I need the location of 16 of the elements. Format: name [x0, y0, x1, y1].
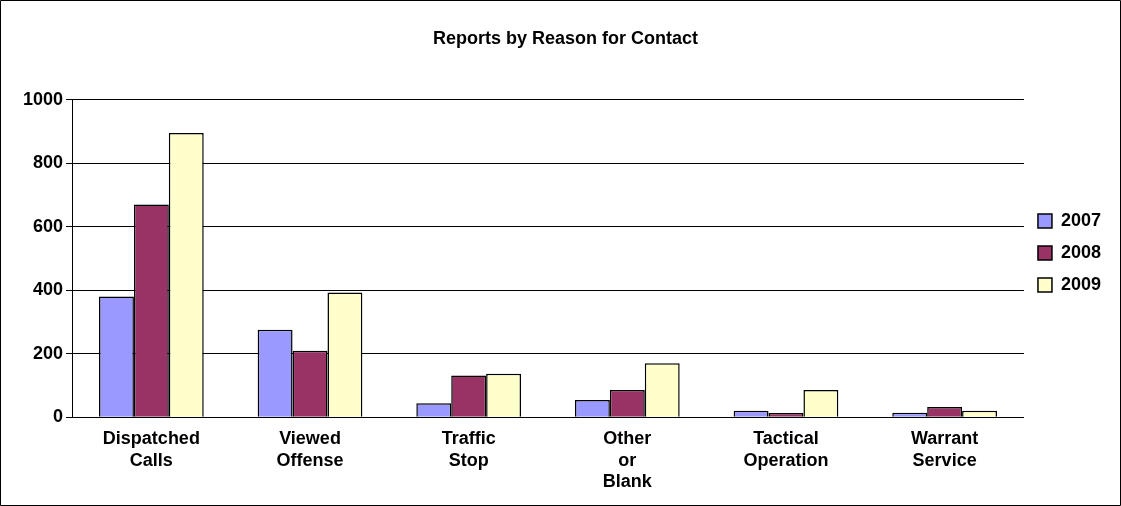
x-tick-label: Traffic Stop	[441, 427, 496, 470]
y-tick-label: 600	[33, 215, 64, 236]
x-tick-label: Other or Blank	[602, 427, 653, 492]
legend-label: 2008	[1060, 241, 1101, 262]
x-tick-label: Viewed Offense	[276, 427, 344, 470]
y-tick-label: 800	[33, 152, 64, 173]
legend-label: 2007	[1060, 209, 1101, 230]
y-tick-label: 0	[53, 406, 64, 427]
x-tick-label: Warrant Service	[910, 427, 979, 470]
x-tick-label: Tactical Operation	[743, 427, 829, 470]
legend-label: 2009	[1060, 273, 1101, 294]
y-tick-label: 400	[33, 279, 64, 300]
y-tick-label: 1000	[23, 88, 64, 109]
y-tick-label: 200	[33, 342, 64, 363]
chart-title: Reports by Reason for Contact	[432, 27, 699, 48]
x-tick-label: Dispatched Calls	[102, 427, 200, 470]
